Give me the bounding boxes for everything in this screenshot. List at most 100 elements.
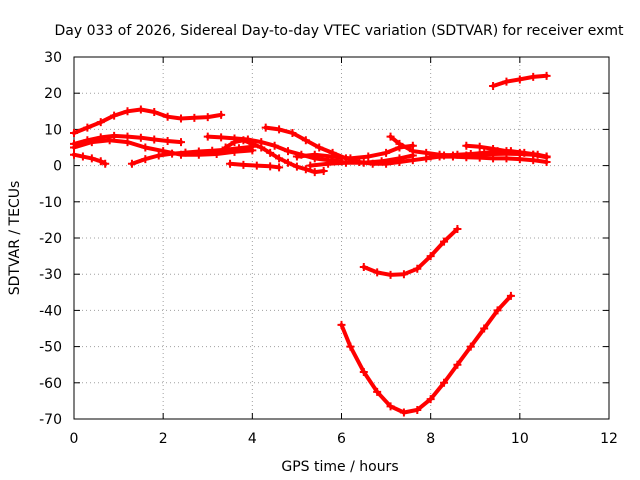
data-series-1 — [70, 105, 226, 138]
data-point — [123, 138, 132, 147]
y-tick-label: 30 — [44, 50, 62, 66]
data-point — [123, 107, 132, 116]
data-point — [475, 142, 484, 151]
data-point — [466, 342, 475, 351]
data-point — [194, 147, 203, 156]
data-point — [426, 395, 435, 404]
data-point — [270, 141, 279, 150]
data-point — [310, 150, 319, 159]
data-series-11 — [306, 151, 417, 170]
y-axis-label: SDTVAR / TECUs — [7, 181, 23, 296]
data-point — [239, 136, 248, 145]
data-point — [203, 132, 212, 141]
data-point — [141, 143, 150, 152]
axis-ticks: 0 2 4 6 8 10 12 -70 -60 -50 -40 -30 -20 -10 0 10 20 30 — [39, 50, 618, 447]
data-point — [395, 154, 404, 163]
data-point — [292, 162, 301, 171]
data-point — [266, 162, 275, 171]
data-point — [168, 149, 177, 158]
data-point — [275, 163, 284, 172]
data-point — [422, 148, 431, 157]
data-point — [493, 306, 502, 315]
data-point — [440, 378, 449, 387]
data-point — [337, 320, 346, 329]
data-point — [70, 150, 78, 159]
data-point — [399, 408, 408, 417]
data-point — [70, 129, 78, 138]
data-point — [257, 143, 266, 152]
data-series-8 — [226, 159, 284, 172]
data-point — [310, 168, 319, 177]
x-tick-label: 10 — [511, 431, 529, 447]
data-point — [234, 144, 243, 153]
x-tick-label: 4 — [248, 431, 257, 447]
data-point — [529, 150, 538, 159]
data-point — [101, 159, 110, 168]
data-point — [413, 405, 422, 414]
data-point — [373, 268, 382, 277]
data-point — [319, 167, 328, 176]
data-point — [440, 237, 449, 246]
y-tick-label: -70 — [39, 412, 62, 428]
y-tick-label: -40 — [39, 303, 62, 319]
data-point — [136, 133, 145, 142]
data-point — [181, 148, 190, 157]
data-point — [163, 112, 172, 121]
data-point — [462, 141, 471, 150]
data-point — [150, 108, 159, 117]
data-point — [248, 139, 257, 148]
data-point — [399, 270, 408, 279]
data-point — [440, 151, 449, 160]
data-series-14 — [462, 141, 551, 162]
data-point — [177, 138, 185, 147]
data-point — [208, 146, 217, 155]
data-point — [359, 158, 368, 167]
data-point — [341, 158, 350, 167]
data-point — [453, 150, 462, 159]
data-point — [292, 152, 301, 161]
data-point — [506, 291, 515, 300]
data-series-7 — [221, 136, 328, 177]
data-point — [480, 148, 489, 157]
y-tick-label: -10 — [39, 195, 62, 211]
y-tick-label: -60 — [39, 376, 62, 392]
data-point — [288, 129, 297, 138]
data-point — [426, 152, 435, 161]
data-point — [96, 157, 105, 166]
data-point — [252, 161, 261, 170]
data-point — [542, 71, 551, 80]
data-point — [87, 138, 96, 147]
data-point — [386, 132, 395, 141]
data-point — [70, 143, 78, 152]
data-point — [190, 113, 199, 122]
data-point — [177, 114, 185, 123]
data-series-3 — [70, 150, 110, 168]
data-point — [324, 159, 333, 168]
data-point — [266, 148, 275, 157]
series-trace — [339, 293, 513, 415]
series-trace — [130, 144, 255, 166]
data-point — [78, 152, 87, 161]
data-point — [466, 150, 475, 159]
data-series — [70, 71, 551, 417]
data-point — [502, 147, 511, 156]
x-tick-label: 12 — [600, 431, 618, 447]
y-tick-label: 0 — [53, 159, 62, 175]
x-tick-label: 2 — [159, 431, 168, 447]
data-point — [163, 136, 172, 145]
data-point — [529, 72, 538, 81]
data-point — [226, 159, 235, 168]
data-point — [301, 165, 310, 174]
data-point — [127, 159, 136, 168]
grid-lines — [74, 57, 609, 419]
data-point — [489, 81, 498, 90]
y-tick-label: -50 — [39, 340, 62, 356]
data-point — [150, 135, 159, 144]
data-point — [217, 133, 226, 142]
data-series-15 — [489, 71, 551, 90]
data-point — [261, 123, 270, 132]
data-point — [359, 367, 368, 376]
data-point — [96, 118, 105, 127]
data-point — [275, 125, 284, 134]
data-point — [87, 154, 96, 163]
